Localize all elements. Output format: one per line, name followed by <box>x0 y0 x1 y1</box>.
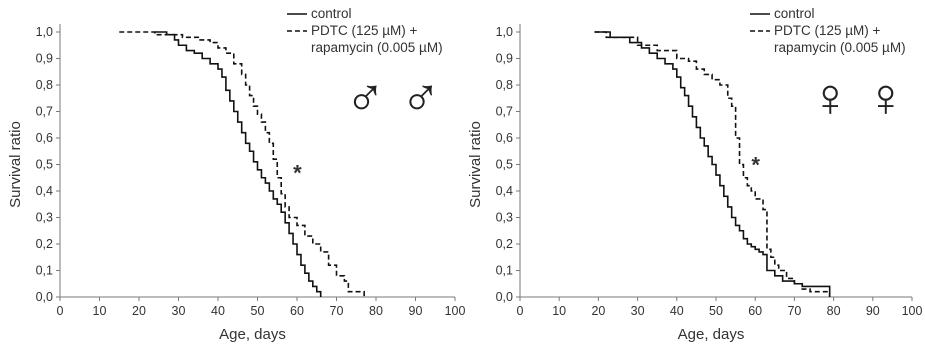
control-series-line <box>594 31 831 297</box>
x-tick-label: 40 <box>670 304 684 318</box>
y-axis-title: Survival ratio <box>467 121 484 208</box>
y-tick-label: 0,6 <box>36 131 53 145</box>
x-tick-label: 100 <box>445 304 466 318</box>
y-tick-label: 0,1 <box>36 264 53 278</box>
y-tick-label: 0,9 <box>36 52 53 66</box>
y-tick-label: 0,8 <box>496 78 513 92</box>
control-series-line <box>154 31 322 297</box>
y-tick-label: 0,9 <box>496 52 513 66</box>
male-symbols: ♂ ♂ <box>345 68 441 128</box>
x-tick-label: 10 <box>552 304 566 318</box>
x-tick-label: 90 <box>866 304 880 318</box>
y-axis-title: Survival ratio <box>7 121 24 208</box>
treatment-series-line <box>594 31 831 297</box>
y-tick-label: 0,0 <box>496 290 513 304</box>
x-axis-title: Age, days <box>678 326 745 343</box>
x-tick-label: 70 <box>330 304 344 318</box>
x-tick-label: 0 <box>57 304 64 318</box>
y-tick-label: 1,0 <box>36 25 53 39</box>
x-tick-label: 10 <box>93 304 107 318</box>
y-tick-label: 0,4 <box>496 184 513 198</box>
x-tick-label: 100 <box>902 304 923 318</box>
y-tick-label: 0,2 <box>496 237 513 251</box>
y-tick-label: 0,2 <box>36 237 53 251</box>
x-tick-label: 20 <box>591 304 605 318</box>
legend-label: control <box>311 6 352 21</box>
x-tick-label: 50 <box>709 304 723 318</box>
x-axis-title: Age, days <box>219 326 286 343</box>
treatment-series-line <box>119 31 365 297</box>
legend-label: control <box>774 6 815 21</box>
x-tick-label: 30 <box>172 304 186 318</box>
female-survival-panel: 0 10 20 30 40 50 60 70 80 90 100 0,0 0,1 0,2 0,3 0,4 0,5… <box>467 6 922 343</box>
significance-asterisk: * <box>293 160 302 185</box>
y-tick-label: 0,7 <box>496 105 513 119</box>
x-tick-label: 80 <box>827 304 841 318</box>
x-tick-label: 0 <box>517 304 524 318</box>
y-tick-label: 0,1 <box>496 264 513 278</box>
y-tick-label: 0,6 <box>496 131 513 145</box>
male-survival-panel: 0 10 20 30 40 50 60 70 80 90 100 0,0 0,1 0,2 0,3 0,4 0,5… <box>7 6 465 343</box>
y-tick-label: 0,5 <box>496 158 513 172</box>
y-tick-label: 0,3 <box>496 211 513 225</box>
x-tick-label: 20 <box>132 304 146 318</box>
y-tick-label: 0,3 <box>36 211 53 225</box>
x-tick-label: 50 <box>251 304 265 318</box>
y-tick-label: 0,7 <box>36 105 53 119</box>
y-tick-label: 0,0 <box>36 290 53 304</box>
x-tick-label: 90 <box>409 304 423 318</box>
x-tick-label: 70 <box>787 304 801 318</box>
legend-label: PDTC (125 µM) + rapamycin (0.005 µM) <box>774 23 906 55</box>
y-tick-label: 1,0 <box>496 25 513 39</box>
significance-asterisk: * <box>751 153 760 178</box>
x-tick-label: 60 <box>748 304 762 318</box>
legend-label: PDTC (125 µM) + rapamycin (0.005 µM) <box>311 23 443 55</box>
y-tick-label: 0,5 <box>36 158 53 172</box>
x-tick-label: 80 <box>369 304 383 318</box>
female-symbols: ♀ ♀ <box>810 68 906 128</box>
y-tick-label: 0,8 <box>36 78 53 92</box>
x-tick-label: 30 <box>631 304 645 318</box>
legend: control PDTC (125 µM) + rapamycin (0.005 µ… <box>287 6 443 55</box>
y-tick-label: 0,4 <box>36 184 53 198</box>
x-tick-label: 40 <box>211 304 225 318</box>
x-tick-label: 60 <box>290 304 304 318</box>
legend: control PDTC (125 µM) + rapamycin (0.005 µ… <box>750 6 906 55</box>
